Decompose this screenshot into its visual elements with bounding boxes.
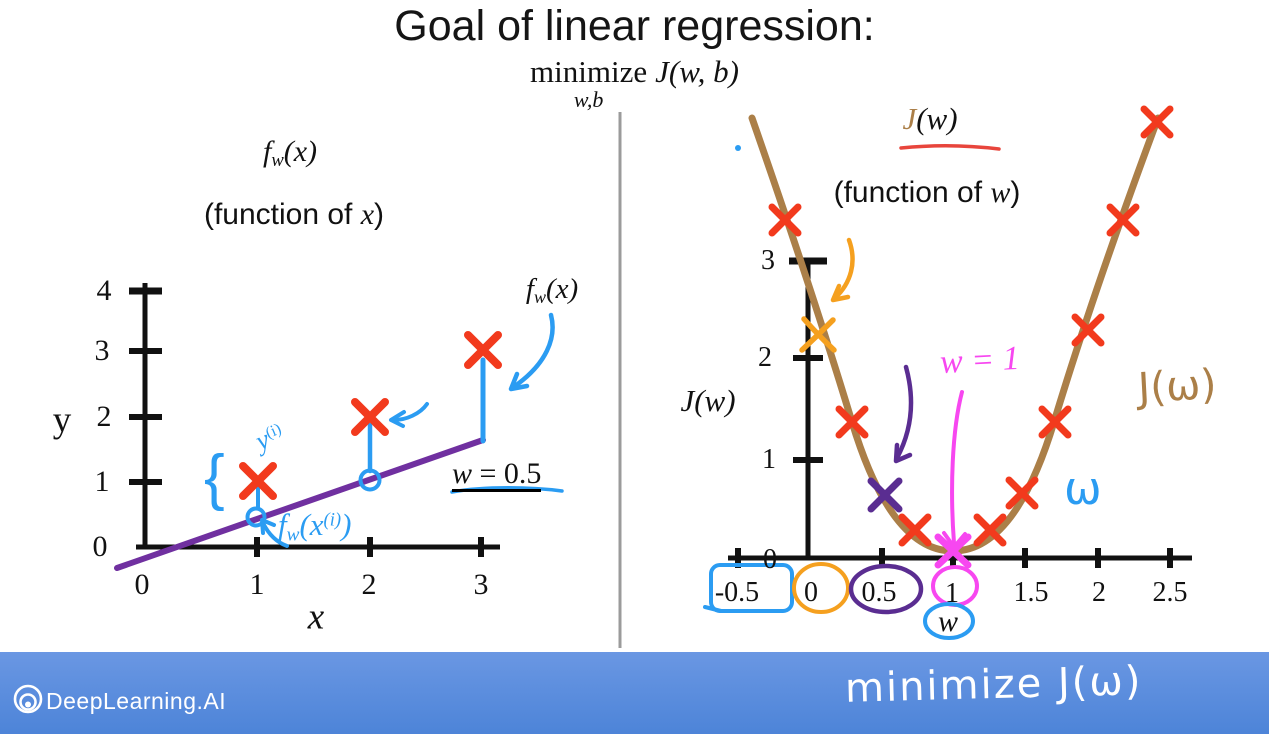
orange-x-marker (799, 316, 837, 353)
deeplearning-logo-icon (13, 684, 43, 714)
page-title: Goal of linear regression: (394, 2, 875, 50)
left-ytick-3: 3 (94, 334, 110, 367)
right-ytick-3: 3 (761, 245, 775, 276)
subtitle-formula: minimize w,b J(w, b) (530, 56, 739, 111)
right-x-axis-label: w (937, 605, 959, 638)
left-data-x-markers (239, 331, 502, 500)
left-xtick-2: 2 (361, 568, 377, 601)
left-ytick-4: 4 (96, 274, 112, 307)
left-xtick-1: 1 (249, 568, 265, 601)
magenta-x-marker (934, 533, 972, 569)
right-y-axis-label: J(w) (680, 383, 736, 418)
left-y-axis-label: y (52, 399, 72, 441)
fwxi-annotation: fw(x(i)) (278, 507, 352, 546)
right-plot-axes (728, 257, 1192, 568)
left-ink-arrows (260, 312, 564, 548)
right-xtick-0: 0 (804, 577, 818, 608)
left-error-segments (256, 357, 486, 510)
right-ytick-2: 2 (758, 342, 772, 373)
red-title-underline (899, 144, 1001, 151)
stray-ink-dot (735, 145, 741, 151)
left-ytick-1: 1 (94, 465, 110, 498)
magenta-arrow (942, 390, 967, 549)
minimize-operator: minimize (530, 54, 648, 89)
orange-arrow (830, 237, 855, 303)
left-plot-title: fw(x) (262, 135, 318, 172)
right-plot-title: J(w) (902, 101, 958, 136)
fwx-curve-label: fw(x) (525, 273, 579, 308)
brand-name: DeepLearning.AI (46, 688, 227, 714)
cost-expression: J(w, b) (655, 54, 739, 89)
purple-arrow (893, 364, 914, 464)
jw-handwritten-label: J(ω) (1136, 359, 1218, 413)
w-equals-label: w = 0.5 (452, 457, 542, 492)
right-xtick-2: 2 (1092, 577, 1106, 608)
right-plot-subtitle: (function of w) (833, 176, 1021, 209)
minimize-handwritten-note: minimize J(ω) (844, 658, 1144, 712)
right-xtick-05: 0.5 (861, 577, 897, 608)
left-x-axis-label: x (307, 596, 325, 638)
left-xtick-3: 3 (473, 568, 489, 601)
circled-tick-annotations (703, 562, 979, 640)
right-xtick-1: 1 (945, 578, 959, 609)
right-xtick-25: 2.5 (1152, 577, 1188, 608)
right-cost-x-markers-red (768, 105, 1174, 547)
left-xtick-0: 0 (134, 568, 150, 601)
w-equals-1-annotation: w = 1 (939, 339, 1021, 382)
left-plot-axes (129, 283, 500, 557)
brace-annotation: { (204, 443, 225, 512)
purple-x-marker (867, 477, 903, 513)
left-model-line (114, 437, 486, 571)
left-ytick-0: 0 (92, 530, 108, 563)
right-ytick-1: 1 (762, 444, 776, 475)
right-xtick-15: 1.5 (1013, 577, 1049, 608)
minimize-subscript: w,b (573, 87, 604, 112)
left-plot-subtitle: (function of x) (203, 198, 385, 231)
left-prediction-circles (245, 468, 382, 528)
right-xtick-neg05: -0.5 (714, 577, 760, 608)
right-ytick-0: 0 (763, 544, 777, 575)
left-ytick-2: 2 (96, 400, 112, 433)
omega-handwritten-label: ω (1064, 462, 1102, 515)
footer-bar: DeepLearning.AI minimize J(ω) (0, 652, 1269, 734)
